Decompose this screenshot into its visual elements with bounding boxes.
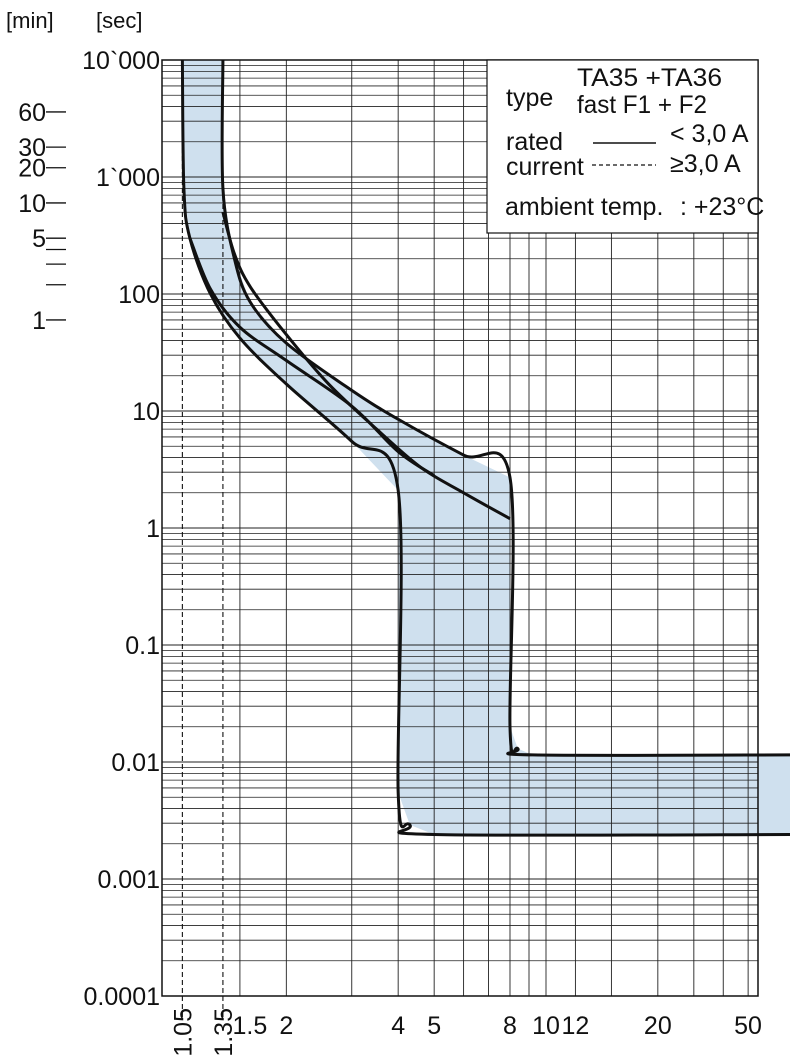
y-unit-min: [min] (6, 8, 54, 33)
trip-curve-4 (188, 237, 436, 477)
y-tick-label: 0.1 (125, 632, 160, 660)
legend-box (486, 59, 759, 234)
x-tick-label: 4 (391, 1012, 405, 1040)
y-tick-labels: 10`000 1`000 100 10 1 0.1 0.01 0.001 0.0001 (82, 47, 160, 1011)
legend-dashed-value: ≥3,0 A (670, 150, 741, 178)
y-tick-label: 10`000 (82, 47, 160, 75)
legend-ambient-value: : +23°C (680, 193, 764, 221)
tolerance-band (182, 60, 790, 835)
legend: type TA35 +TA36 fast F1 + F2 rated < 3,0… (486, 59, 764, 234)
x-tick-label: 12 (562, 1012, 590, 1040)
x-tick-labels: 1.05 1.351.5 2 4 5 8 10 12 20 50 (169, 1008, 762, 1057)
legend-type-value-2: fast F1 + F2 (577, 91, 707, 119)
curves (180, 59, 790, 837)
legend-rated-label: rated (506, 128, 563, 156)
legend-current-label: current (506, 153, 584, 181)
legend-ambient-label: ambient temp. (505, 193, 663, 221)
trip-curve-1 (220, 59, 790, 757)
x-tick-label: 5 (427, 1012, 441, 1040)
y-tick-label: 1 (146, 515, 160, 543)
plot-frame (161, 59, 759, 997)
minute-tick-label: 5 (32, 225, 46, 253)
x-tick-label: 8 (503, 1012, 517, 1040)
x-tick-label: 2 (279, 1012, 293, 1040)
trip-curve-3 (221, 211, 511, 521)
minute-tick-label: 20 (18, 155, 46, 183)
x-tick-label: 1.5 (233, 1012, 268, 1040)
x-tick-label: 50 (734, 1012, 762, 1040)
x-tick-label: 1.05 (169, 1008, 197, 1057)
minute-tick-label: 60 (18, 99, 46, 127)
tolerance-band-fill (182, 60, 790, 835)
x-tick-label: 10 (532, 1012, 560, 1040)
x-tick-label: 1.35 (210, 1008, 238, 1057)
minute-tick-label: 10 (18, 190, 46, 218)
y-tick-label: 0.0001 (84, 983, 160, 1011)
y-unit-sec: [sec] (96, 8, 142, 33)
y-tick-label: 1`000 (96, 164, 160, 192)
minute-tick-label: 1 (32, 307, 46, 335)
legend-solid-value: < 3,0 A (670, 120, 749, 148)
legend-type-label: type (506, 84, 553, 112)
minute-tick-label: 30 (18, 134, 46, 162)
y-tick-label: 100 (118, 281, 160, 309)
y-tick-label: 0.01 (111, 749, 160, 777)
y-tick-label: 0.001 (97, 866, 160, 894)
x-tick-label: 20 (644, 1012, 672, 1040)
y-tick-label: 10 (132, 398, 160, 426)
legend-type-value-1: TA35 +TA36 (577, 64, 722, 92)
